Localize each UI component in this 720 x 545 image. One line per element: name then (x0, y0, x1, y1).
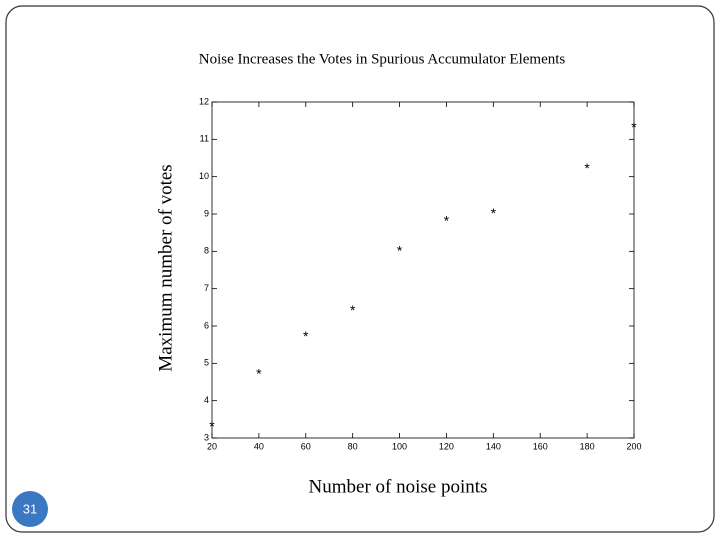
y-tick-label: 7 (204, 283, 209, 293)
y-tick-label: 3 (204, 432, 209, 442)
y-tick-label: 4 (204, 395, 209, 405)
x-tick-label: 160 (533, 441, 548, 451)
x-tick-label: 180 (580, 441, 595, 451)
x-tick-label: 120 (439, 441, 454, 451)
y-tick-label: 10 (199, 171, 209, 181)
y-tick-label: 6 (204, 320, 209, 330)
x-tick-label: 200 (626, 441, 641, 451)
slide-frame (5, 5, 715, 533)
x-tick-label: 20 (207, 441, 217, 451)
x-tick-label: 40 (254, 441, 264, 451)
data-point: * (631, 119, 637, 135)
data-point: * (209, 418, 215, 434)
x-tick-label: 60 (301, 441, 311, 451)
data-point: * (444, 212, 450, 228)
y-tick-label: 5 (204, 358, 209, 368)
y-tick-label: 9 (204, 208, 209, 218)
data-point: * (350, 302, 356, 318)
x-tick-label: 80 (348, 441, 358, 451)
data-point: * (397, 242, 403, 258)
slide-number-badge (12, 491, 48, 527)
data-point: * (584, 160, 590, 176)
data-point: * (303, 328, 309, 344)
x-tick-label: 100 (392, 441, 407, 451)
y-axis-label: Maximum number of votes (155, 164, 176, 371)
y-tick-label: 8 (204, 246, 209, 256)
data-point: * (256, 366, 262, 382)
y-tick-label: 11 (200, 134, 209, 144)
x-tick-label: 140 (486, 441, 501, 451)
x-axis-label: Number of noise points (309, 476, 488, 497)
chart-title: Noise Increases the Votes in Spurious Ac… (199, 51, 566, 67)
plot-box (211, 101, 635, 439)
slide-number: 31 (23, 501, 37, 516)
y-tick-label: 12 (199, 96, 209, 106)
data-point: * (491, 205, 497, 221)
